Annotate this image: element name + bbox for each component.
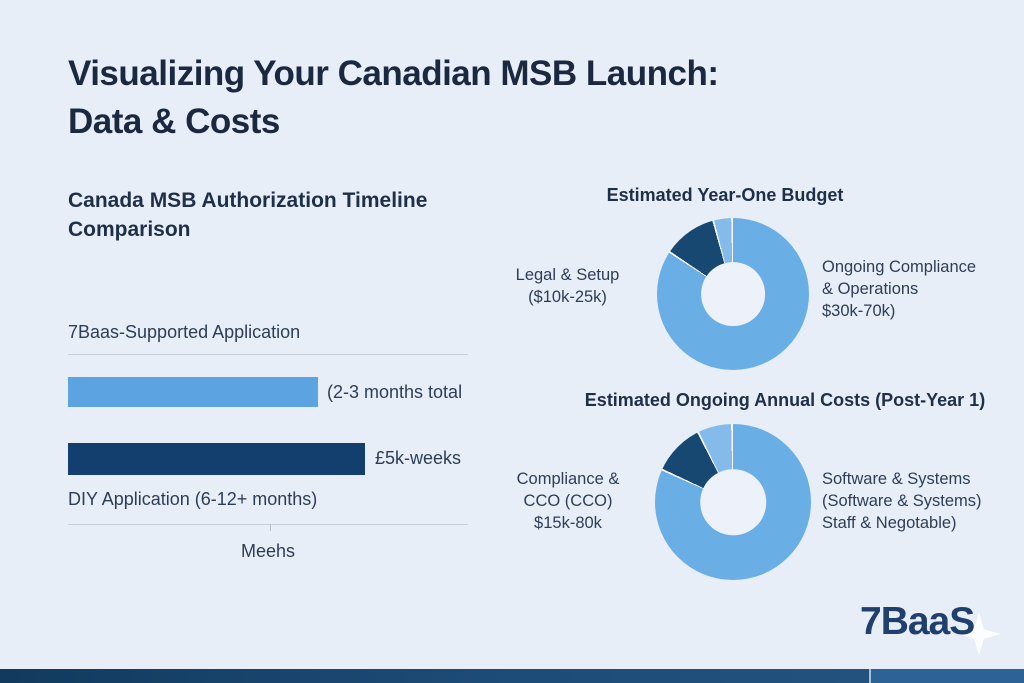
donut1-left-label-line2: ($10k-25k) — [528, 288, 607, 306]
donut1-title: Estimated Year-One Budget — [606, 185, 844, 205]
bar-value-diy: £5k-weeks — [375, 448, 462, 468]
donut1-right-label-line1: Ongoing Compliance — [822, 258, 977, 276]
brand-logo: 7BaaS — [860, 600, 975, 643]
page-title: Visualizing Your Canadian MSB Launch: Dat… — [68, 50, 948, 146]
footer-bar-divider — [869, 669, 871, 683]
donut2-left-label-line3: $15k-80k — [534, 514, 602, 532]
timeline-chart-title: Canada MSB Authorization Timeline Compar… — [68, 189, 428, 241]
donut1-left-label: Legal & Setup ($10k-25k) — [500, 264, 635, 308]
footer-accent-bar — [0, 669, 1024, 683]
donut2-left-label-line1: Compliance & — [516, 470, 620, 488]
bar-label-diy: DIY Application (6-12+ months) — [68, 489, 318, 509]
donut1-ring — [657, 218, 809, 370]
donut2-right-label-line1: Software & Systems — [822, 470, 971, 488]
x-axis-line — [68, 524, 468, 525]
page-title-line1: Visualizing Your Canadian MSB Launch: — [68, 54, 719, 93]
donut2-left-label: Compliance & CCO (CCO) $15k-80k — [498, 468, 638, 534]
bar-diy-application — [68, 443, 365, 475]
donut2-hole — [700, 469, 766, 535]
donut2-title: Estimated Ongoing Annual Costs (Post-Yea… — [584, 390, 986, 410]
donut1-left-label-line1: Legal & Setup — [515, 266, 620, 284]
bar-supported-application — [68, 377, 318, 407]
bar-value-supported: (2-3 months total — [327, 382, 463, 402]
x-axis-label: Meehs — [240, 541, 296, 561]
donut1-right-label-line2: & Operations — [822, 280, 919, 298]
donut1-right-label: Ongoing Compliance & Operations $30k-70k… — [822, 256, 992, 322]
donut2-ring — [655, 424, 811, 580]
footer-bar-left-segment — [0, 669, 869, 683]
page-title-line2: Data & Costs — [68, 102, 280, 141]
donut2-right-label-line3: Staff & Negotable) — [822, 514, 957, 532]
donut2-left-label-line2: CCO (CCO) — [523, 492, 613, 510]
donut1-right-label-line3: $30k-70k) — [822, 302, 896, 320]
footer-bar-right-segment — [871, 669, 1024, 683]
separator-line — [68, 354, 468, 355]
donut2-right-label-line2: (Software & Systems) — [822, 492, 982, 510]
x-axis-tick — [270, 524, 271, 531]
donut1-hole — [701, 262, 765, 326]
bar-label-supported: 7Baas-Supported Application — [68, 322, 301, 342]
donut2-right-label: Software & Systems (Software & Systems) … — [822, 468, 1012, 534]
